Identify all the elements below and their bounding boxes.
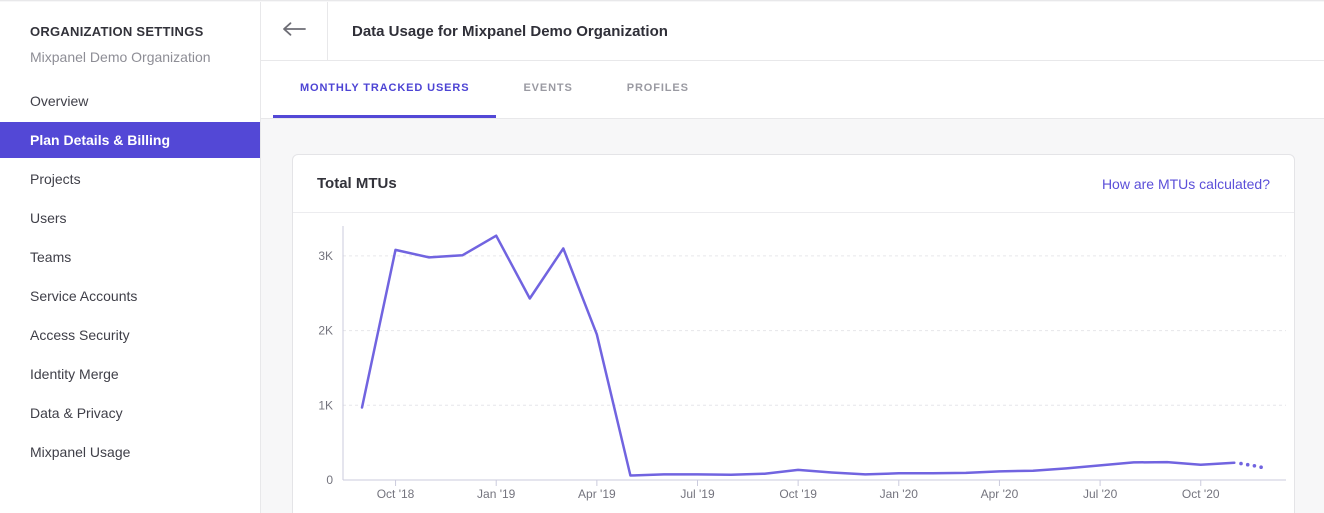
mtu-line-chart[interactable]: 0 1K 2K 3K Oct '18 Jan '19 Apr '19 Jul '19 Oct '… xyxy=(293,213,1296,513)
y-axis-label: 2K xyxy=(318,324,333,338)
sidebar-item-projects[interactable]: Projects xyxy=(30,171,81,187)
sidebar-item-service-accounts[interactable]: Service Accounts xyxy=(30,288,138,304)
sidebar-item-mixpanel-usage[interactable]: Mixpanel Usage xyxy=(30,444,131,460)
back-button[interactable] xyxy=(261,2,328,60)
card-title: Total MTUs xyxy=(317,175,397,192)
content-area: Total MTUs How are MTUs calculated? 0 1K 2… xyxy=(261,120,1324,513)
tab-events[interactable]: EVENTS xyxy=(523,82,573,94)
card-header: Total MTUs How are MTUs calculated? xyxy=(293,155,1294,213)
sidebar-item-identity-merge[interactable]: Identity Merge xyxy=(30,366,119,382)
forecast-dot xyxy=(1259,465,1263,469)
x-axis-label: Jan '20 xyxy=(880,487,919,501)
sidebar-header: ORGANIZATION SETTINGS Mixpanel Demo Orga… xyxy=(0,2,260,65)
back-arrow-icon xyxy=(281,21,307,42)
tab-profiles[interactable]: PROFILES xyxy=(626,82,689,94)
y-axis-label: 0 xyxy=(326,473,333,487)
y-axis-label: 3K xyxy=(318,249,333,263)
x-axis-label: Jul '20 xyxy=(1083,487,1118,501)
page-title: Data Usage for Mixpanel Demo Organizatio… xyxy=(352,22,668,40)
x-axis-label: Oct '18 xyxy=(377,487,415,501)
data-usage-tabs: MONTHLY TRACKED USERS EVENTS PROFILES xyxy=(261,61,1324,119)
page-header: Data Usage for Mixpanel Demo Organizatio… xyxy=(261,2,1324,61)
organization-settings-sidebar: ORGANIZATION SETTINGS Mixpanel Demo Orga… xyxy=(0,2,261,513)
x-axis-label: Oct '19 xyxy=(779,487,817,501)
sidebar-nav: Overview Plan Details & Billing Projects… xyxy=(0,83,260,470)
sidebar-item-plan-details-billing[interactable]: Plan Details & Billing xyxy=(0,122,260,158)
mtu-series-line xyxy=(360,234,1236,477)
tab-monthly-tracked-users[interactable]: MONTHLY TRACKED USERS xyxy=(273,61,497,118)
sidebar-title: ORGANIZATION SETTINGS xyxy=(30,24,204,39)
mtu-help-link[interactable]: How are MTUs calculated? xyxy=(1101,175,1270,192)
y-axis-label: 1K xyxy=(318,398,333,412)
x-axis-label: Apr '20 xyxy=(981,487,1019,501)
sidebar-item-overview[interactable]: Overview xyxy=(30,93,89,109)
x-axis-label: Apr '19 xyxy=(578,487,616,501)
organization-name: Mixpanel Demo Organization xyxy=(30,49,211,65)
forecast-dot xyxy=(1252,464,1257,468)
x-axis-label: Jul '19 xyxy=(680,487,715,501)
sidebar-item-teams[interactable]: Teams xyxy=(30,249,72,265)
x-axis-label: Oct '20 xyxy=(1182,487,1220,501)
main-area: Data Usage for Mixpanel Demo Organizatio… xyxy=(261,2,1324,513)
total-mtus-card: Total MTUs How are MTUs calculated? 0 1K 2… xyxy=(292,154,1295,513)
forecast-dot xyxy=(1239,461,1243,466)
sidebar-item-data-privacy[interactable]: Data & Privacy xyxy=(30,405,123,421)
sidebar-item-users[interactable]: Users xyxy=(30,210,67,226)
x-axis-label: Jan '19 xyxy=(477,487,516,501)
forecast-dot xyxy=(1245,462,1250,467)
sidebar-item-access-security[interactable]: Access Security xyxy=(30,327,130,343)
